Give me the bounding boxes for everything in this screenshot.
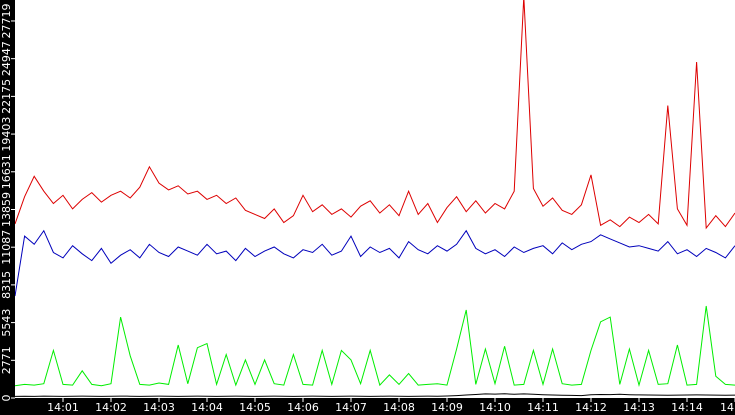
y-axis-strip — [0, 0, 15, 415]
y-tick-label: 24947 — [0, 41, 13, 76]
series-line — [15, 305, 735, 388]
x-axis-strip — [0, 398, 735, 415]
x-tick-label: 14:13 — [623, 401, 655, 414]
y-tick-label: 0 — [0, 395, 13, 402]
x-tick-label: 14:02 — [95, 401, 127, 414]
x-tick-label: 14:14 — [671, 401, 703, 414]
y-tick-label: 8315 — [0, 271, 13, 299]
y-tick-label: 2771 — [0, 346, 13, 374]
series-line — [15, 0, 735, 230]
x-tick-label: 14:04 — [191, 401, 223, 414]
x-tick-label: 14:06 — [287, 401, 319, 414]
x-tick-label: 14:12 — [575, 401, 607, 414]
x-tick-label: 14:07 — [335, 401, 367, 414]
x-tick-label: 14:10 — [479, 401, 511, 414]
y-tick-label: 5543 — [0, 309, 13, 337]
x-tick-label: 14 — [720, 401, 734, 414]
x-tick-label: 14:11 — [527, 401, 559, 414]
x-tick-label: 14:09 — [431, 401, 463, 414]
x-tick-label: 14:05 — [239, 401, 271, 414]
y-tick-label: 16631 — [0, 154, 13, 189]
x-tick-label: 14:01 — [47, 401, 79, 414]
plot-area — [15, 0, 735, 397]
x-tick-label: 14:03 — [143, 401, 175, 414]
y-tick-label: 11087 — [0, 230, 13, 265]
y-tick-label: 19403 — [0, 117, 13, 152]
y-tick-label: 22175 — [0, 79, 13, 114]
series-line — [15, 393, 735, 397]
y-tick-label: 13859 — [0, 192, 13, 227]
series-line — [15, 229, 735, 297]
x-tick-label: 14:08 — [383, 401, 415, 414]
y-tick-label: 27719 — [0, 3, 13, 38]
